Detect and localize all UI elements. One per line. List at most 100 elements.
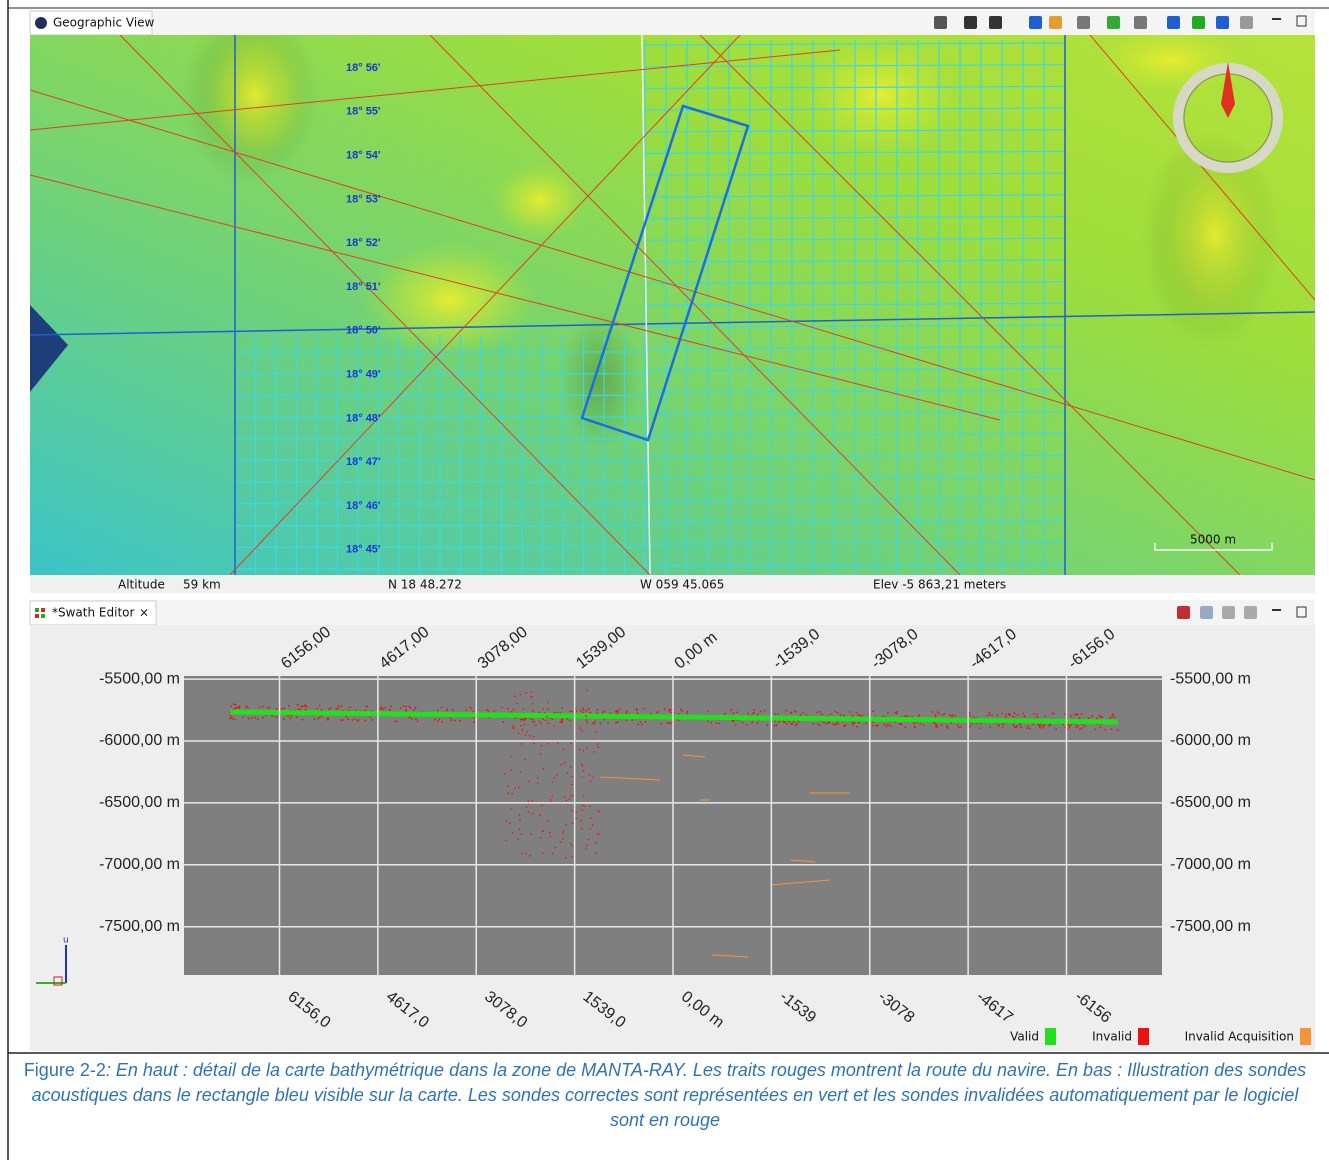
sounding-dot xyxy=(1081,713,1083,715)
sounding-dot xyxy=(957,724,959,726)
sounding-dot xyxy=(300,709,302,711)
sounding-dot xyxy=(798,721,800,723)
sounding-dot xyxy=(1009,714,1011,716)
sounding-dot xyxy=(969,715,971,717)
sounding-dot xyxy=(1016,725,1018,727)
sounding-dot xyxy=(991,715,993,717)
sounding-dot xyxy=(342,719,344,721)
page: { "geographic_view": { "tab_title": "Geo… xyxy=(0,0,1329,1160)
sounding-dot xyxy=(840,714,842,716)
sounding-dot xyxy=(335,708,337,710)
sounding-dot xyxy=(586,690,588,692)
sounding-dot xyxy=(562,830,564,832)
sounding-dot xyxy=(543,768,545,770)
toolbar-button[interactable] xyxy=(1077,16,1090,29)
sounding-dot xyxy=(510,808,512,810)
sounding-dot xyxy=(267,707,269,709)
sounding-dot xyxy=(237,707,239,709)
map: 18° 56'18° 55'18° 54'18° 53'18° 52'18° 5… xyxy=(30,5,1315,575)
toolbar-button[interactable] xyxy=(1167,16,1180,29)
sounding-dot xyxy=(582,805,584,807)
sounding-dot xyxy=(764,710,766,712)
sounding-dot xyxy=(595,731,597,733)
sounding-dot xyxy=(813,723,815,725)
sounding-dot xyxy=(595,842,597,844)
toolbar-button[interactable] xyxy=(1200,606,1213,619)
sounding-dot xyxy=(559,721,561,723)
sounding-dot xyxy=(747,713,749,715)
sounding-dot xyxy=(417,721,419,723)
sounding-dot xyxy=(793,721,795,723)
sounding-dot xyxy=(664,708,666,710)
sounding-dot xyxy=(524,759,526,761)
sounding-dot xyxy=(450,719,452,721)
sounding-dot xyxy=(518,786,520,788)
sounding-dot xyxy=(571,810,573,812)
toolbar-button[interactable] xyxy=(1107,16,1120,29)
sounding-dot xyxy=(547,743,549,745)
toolbar-button[interactable] xyxy=(1216,16,1229,29)
toolbar-button[interactable] xyxy=(1177,606,1190,619)
sounding-dot xyxy=(364,719,366,721)
sounding-dot xyxy=(354,718,356,720)
sounding-dot xyxy=(1104,729,1106,731)
sounding-dot xyxy=(946,725,948,727)
sounding-dot xyxy=(602,711,604,713)
sounding-dot xyxy=(520,719,522,721)
sounding-dot xyxy=(960,726,962,728)
sounding-dot xyxy=(931,711,933,713)
sounding-dot xyxy=(513,709,515,711)
sounding-dot xyxy=(505,840,507,842)
sounding-dot xyxy=(328,708,330,710)
sounding-dot xyxy=(937,711,939,713)
sounding-dot xyxy=(969,726,971,728)
sounding-dot xyxy=(597,743,599,745)
sounding-dot xyxy=(493,710,495,712)
y-tick-label: -7500,00 m xyxy=(99,918,180,935)
toolbar-button[interactable] xyxy=(1049,16,1062,29)
sounding-dot xyxy=(941,724,943,726)
sounding-dot xyxy=(561,720,563,722)
sounding-dot xyxy=(610,712,612,714)
toolbar-button[interactable] xyxy=(1029,16,1042,29)
sounding-dot xyxy=(582,707,584,709)
sounding-dot xyxy=(865,722,867,724)
tab-title[interactable]: *Swath Editor xyxy=(52,606,134,620)
tab-bar xyxy=(30,600,1315,625)
toolbar-button[interactable] xyxy=(934,16,947,29)
sounding-dot xyxy=(533,743,535,745)
sounding-dot xyxy=(666,722,668,724)
sounding-dot xyxy=(351,719,353,721)
sounding-dot xyxy=(907,715,909,717)
sounding-dot xyxy=(1091,715,1093,717)
tab-title[interactable]: Geographic View xyxy=(53,16,155,30)
toolbar-button[interactable] xyxy=(1134,16,1147,29)
sounding-dot xyxy=(883,724,885,726)
sounding-dot xyxy=(1064,713,1066,715)
legend-swatch xyxy=(1045,1028,1056,1045)
sounding-dot xyxy=(504,773,506,775)
sounding-dot xyxy=(643,708,645,710)
scale-label: 5000 m xyxy=(1190,533,1236,547)
toolbar-button[interactable] xyxy=(1192,16,1205,29)
toolbar-button[interactable] xyxy=(1240,16,1253,29)
sounding-dot xyxy=(400,707,402,709)
toolbar-button[interactable] xyxy=(989,16,1002,29)
sounding-dot xyxy=(1027,725,1029,727)
sounding-dot xyxy=(459,720,461,722)
toolbar-button[interactable] xyxy=(964,16,977,29)
sounding-dot xyxy=(469,706,471,708)
sounding-dot xyxy=(732,720,734,722)
sounding-dot xyxy=(899,723,901,725)
sounding-dot xyxy=(547,820,549,822)
status-latitude: N 18 48.272 xyxy=(388,578,462,592)
sounding-dot xyxy=(565,857,567,859)
sounding-dot xyxy=(954,715,956,717)
sounding-dot xyxy=(742,722,744,724)
toolbar-button[interactable] xyxy=(1222,606,1235,619)
sounding-dot xyxy=(757,714,759,716)
sounding-dot xyxy=(718,723,720,725)
close-tab[interactable]: × xyxy=(139,606,149,620)
sounding-dot xyxy=(340,705,342,707)
toolbar-button[interactable] xyxy=(1244,606,1257,619)
